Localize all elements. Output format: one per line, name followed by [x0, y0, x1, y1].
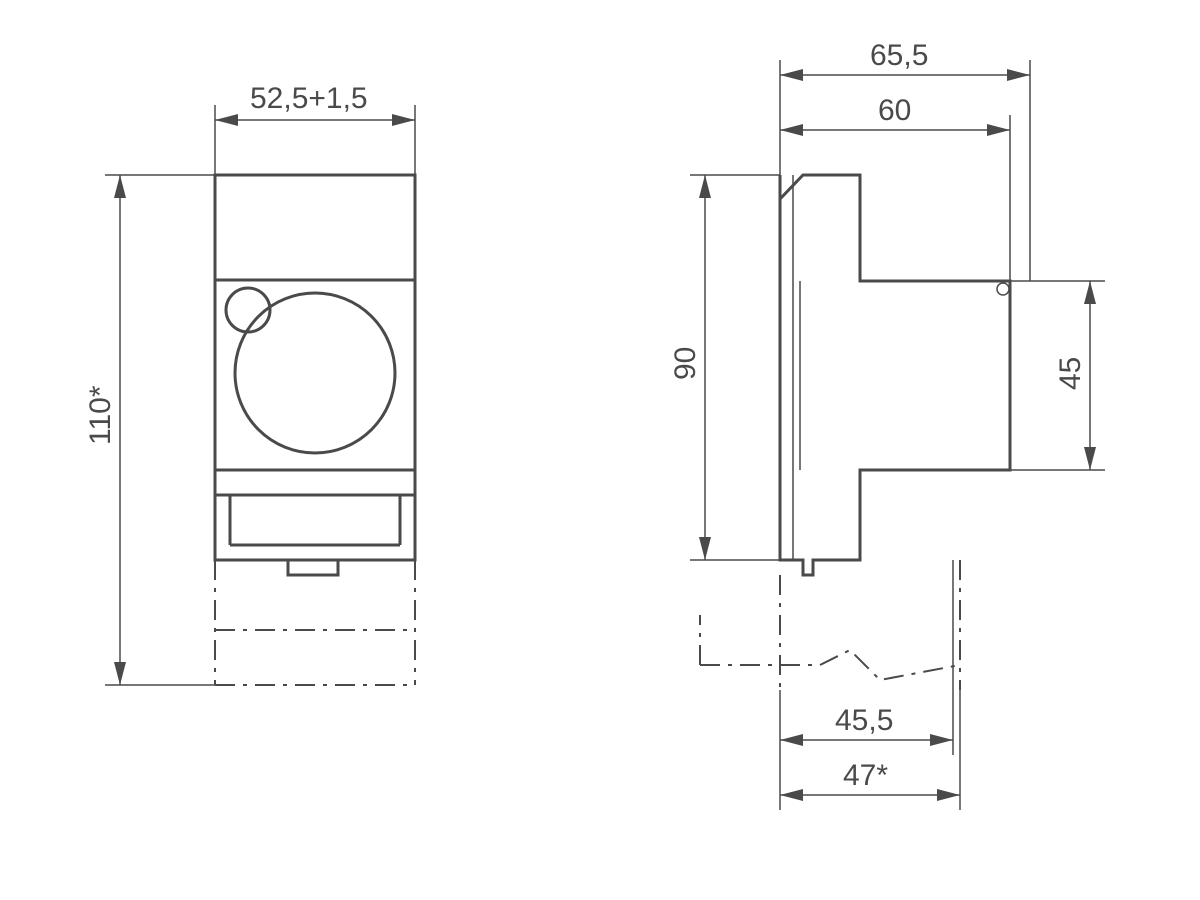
dim-bottom2: 47* — [843, 759, 888, 792]
dim-front-width: 52,5+1,5 — [250, 82, 368, 115]
technical-drawing: 52,5+1,5 110* 65,5 60 — [0, 0, 1200, 900]
dim-height-face: 45 — [1054, 357, 1087, 390]
dim-bottom1: 45,5 — [835, 704, 893, 737]
dim-depth-inner: 60 — [878, 94, 911, 127]
side-view: 65,5 60 90 45 45,5 — [669, 39, 1105, 810]
dim-front-height: 110* — [84, 385, 117, 445]
front-view: 52,5+1,5 110* — [84, 82, 415, 685]
dim-depth-top: 65,5 — [870, 39, 928, 72]
dim-height-main: 90 — [669, 347, 702, 380]
